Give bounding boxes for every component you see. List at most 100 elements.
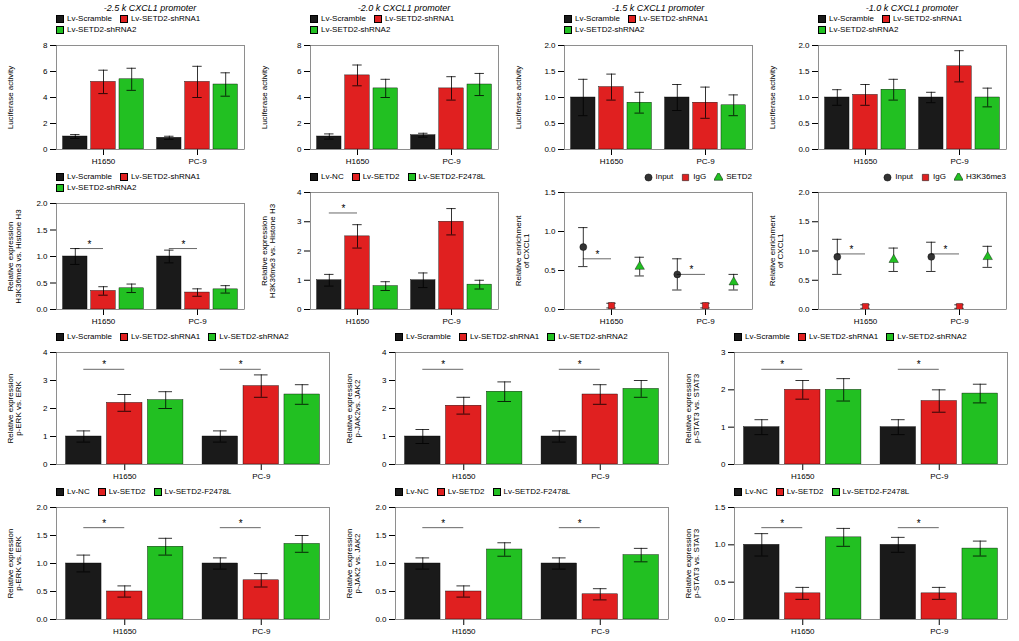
svg-text:0: 0 — [382, 460, 387, 469]
svg-text:H1650: H1650 — [854, 157, 878, 166]
svg-text:H1650: H1650 — [346, 157, 370, 166]
svg-text:1.5: 1.5 — [798, 217, 810, 226]
svg-text:1.5: 1.5 — [544, 188, 556, 197]
svg-text:4: 4 — [297, 93, 302, 102]
svg-text:0.0: 0.0 — [798, 145, 810, 154]
svg-text:PC-9: PC-9 — [252, 627, 271, 636]
svg-text:PC-9: PC-9 — [591, 472, 610, 481]
svg-text:2.0: 2.0 — [798, 188, 810, 197]
svg-text:PC-9: PC-9 — [950, 317, 969, 326]
svg-text:0.5: 0.5 — [798, 276, 810, 285]
svg-text:Luciferase activity: Luciferase activity — [6, 66, 15, 130]
svg-text:0.0: 0.0 — [544, 305, 556, 314]
svg-text:Luciferase activity: Luciferase activity — [260, 66, 269, 130]
svg-text:2: 2 — [721, 385, 726, 394]
svg-text:PC-9: PC-9 — [950, 157, 969, 166]
svg-text:2.0: 2.0 — [798, 41, 810, 50]
svg-text:*: * — [239, 518, 243, 529]
svg-text:0.5: 0.5 — [544, 119, 556, 128]
svg-text:4: 4 — [43, 348, 48, 357]
svg-text:4: 4 — [382, 348, 387, 357]
svg-text:0.5: 0.5 — [544, 266, 556, 275]
svg-text:2.0: 2.0 — [375, 503, 387, 512]
svg-text:1: 1 — [43, 432, 48, 441]
svg-text:0.5: 0.5 — [36, 587, 48, 596]
svg-text:8: 8 — [297, 41, 302, 50]
svg-text:1.5: 1.5 — [798, 67, 810, 76]
svg-text:H1650: H1650 — [600, 317, 624, 326]
svg-text:H1650: H1650 — [791, 472, 815, 481]
svg-text:H1650: H1650 — [346, 317, 370, 326]
svg-text:0: 0 — [297, 305, 302, 314]
svg-text:2: 2 — [297, 119, 302, 128]
svg-text:6: 6 — [43, 67, 48, 76]
svg-text:1.5: 1.5 — [36, 531, 48, 540]
svg-text:1.0: 1.0 — [36, 252, 48, 261]
svg-text:1.5: 1.5 — [714, 503, 726, 512]
svg-text:Relative expressionp-JAK2vs. J: Relative expressionp-JAK2vs. JAK2 — [345, 374, 362, 444]
svg-text:0: 0 — [721, 460, 726, 469]
svg-text:3: 3 — [297, 217, 302, 226]
svg-text:2.0: 2.0 — [544, 41, 556, 50]
svg-text:*: * — [689, 264, 693, 275]
svg-text:*: * — [239, 359, 243, 370]
svg-text:Luciferase activity: Luciferase activity — [768, 66, 777, 130]
svg-text:0.0: 0.0 — [375, 615, 387, 624]
svg-text:Relative expressionH3K36me3 vs: Relative expressionH3K36me3 vs. Histone … — [260, 203, 277, 298]
svg-text:PC-9: PC-9 — [442, 317, 461, 326]
svg-text:*: * — [917, 359, 921, 370]
svg-text:0.0: 0.0 — [798, 305, 810, 314]
svg-text:*: * — [780, 359, 784, 370]
svg-text:0.0: 0.0 — [714, 615, 726, 624]
svg-text:0.5: 0.5 — [798, 119, 810, 128]
svg-text:*: * — [102, 518, 106, 529]
svg-text:*: * — [849, 244, 853, 255]
svg-text:1.5: 1.5 — [375, 531, 387, 540]
svg-text:*: * — [87, 239, 91, 250]
svg-text:0.0: 0.0 — [36, 305, 48, 314]
svg-text:PC-9: PC-9 — [252, 472, 271, 481]
svg-text:1.0: 1.0 — [375, 559, 387, 568]
svg-text:2.0: 2.0 — [36, 199, 48, 208]
svg-text:3: 3 — [721, 348, 726, 357]
svg-text:1.0: 1.0 — [544, 227, 556, 236]
svg-text:H1650: H1650 — [600, 157, 624, 166]
svg-text:H1650: H1650 — [452, 472, 476, 481]
svg-text:*: * — [578, 359, 582, 370]
svg-text:*: * — [102, 359, 106, 370]
svg-text:*: * — [943, 244, 947, 255]
svg-text:H1650: H1650 — [92, 157, 116, 166]
svg-text:Relative expressionp-ERK vs. E: Relative expressionp-ERK vs. ERK — [6, 374, 23, 444]
svg-text:1.5: 1.5 — [544, 67, 556, 76]
svg-text:0.5: 0.5 — [714, 578, 726, 587]
svg-text:1.0: 1.0 — [798, 93, 810, 102]
svg-text:0.5: 0.5 — [36, 279, 48, 288]
svg-text:PC-9: PC-9 — [188, 317, 207, 326]
svg-text:Relative expressionp-STAT3 vs.: Relative expressionp-STAT3 vs. STAT3 — [684, 528, 701, 598]
svg-text:Relative enrichmentof CXCL1: Relative enrichmentof CXCL1 — [514, 215, 531, 286]
svg-text:*: * — [595, 249, 599, 260]
svg-text:PC-9: PC-9 — [442, 157, 461, 166]
svg-text:2: 2 — [43, 404, 48, 413]
svg-text:Relative expressionp-JAK2 vs.: Relative expressionp-JAK2 vs. JAK2 — [345, 529, 362, 599]
svg-text:*: * — [341, 203, 345, 214]
svg-text:1: 1 — [297, 276, 302, 285]
svg-text:2: 2 — [382, 404, 387, 413]
svg-text:0: 0 — [43, 460, 48, 469]
svg-text:H1650: H1650 — [452, 627, 476, 636]
svg-text:Relative expressionH3K36me3 vs: Relative expressionH3K36me3 vs. Histone … — [6, 209, 23, 304]
svg-text:Luciferase activity: Luciferase activity — [514, 66, 523, 130]
svg-text:1: 1 — [382, 432, 387, 441]
svg-text:1.0: 1.0 — [798, 247, 810, 256]
svg-text:8: 8 — [43, 41, 48, 50]
svg-text:1.0: 1.0 — [36, 559, 48, 568]
svg-text:*: * — [441, 518, 445, 529]
svg-text:PC-9: PC-9 — [188, 157, 207, 166]
svg-text:6: 6 — [297, 67, 302, 76]
svg-text:PC-9: PC-9 — [930, 472, 949, 481]
svg-text:4: 4 — [297, 188, 302, 197]
svg-text:0: 0 — [43, 145, 48, 154]
svg-text:*: * — [780, 518, 784, 529]
svg-text:H1650: H1650 — [113, 472, 137, 481]
svg-text:2.0: 2.0 — [36, 503, 48, 512]
